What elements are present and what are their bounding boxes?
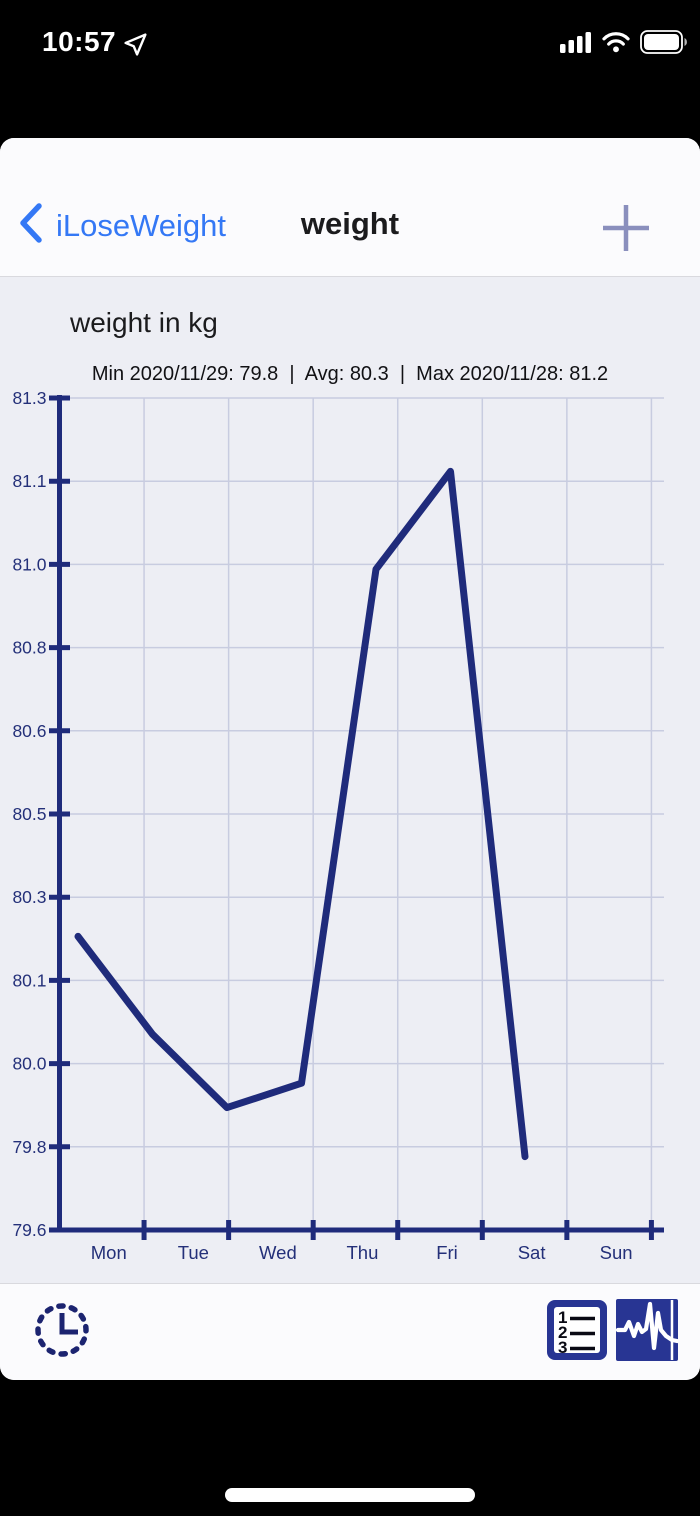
back-button-label: iLoseWeight <box>56 207 227 243</box>
wifi-icon <box>601 31 631 58</box>
numbered-list-button[interactable]: 1 2 3 <box>546 1299 608 1361</box>
y-tick-label: 80.8 <box>12 638 46 658</box>
y-tick-label: 81.0 <box>12 554 46 574</box>
x-day-label: Sun <box>600 1242 633 1263</box>
home-indicator[interactable] <box>225 1488 475 1502</box>
page-title: weight <box>300 206 400 241</box>
y-tick-label: 81.3 <box>12 388 46 408</box>
chart-title: weight in kg <box>70 307 218 338</box>
y-tick-label: 80.1 <box>12 970 46 990</box>
x-day-label: Sat <box>518 1242 546 1263</box>
x-day-label: Fri <box>436 1242 458 1263</box>
navigation-bar: iLoseWeight weight <box>0 138 700 277</box>
pulse-chart-button[interactable] <box>615 1299 680 1361</box>
y-tick-label: 80.0 <box>12 1054 46 1074</box>
y-tick-label: 81.1 <box>12 471 46 491</box>
add-entry-button[interactable] <box>600 202 652 254</box>
back-button[interactable]: iLoseWeight <box>18 202 226 249</box>
weight-line <box>74 467 529 1161</box>
pulse-chart-icon <box>615 1299 680 1361</box>
weight-chart-svg: 81.3 81.1 81.0 80.8 80.6 80.5 80.3 80.1 80.0 79.8… <box>12 388 664 1263</box>
chevron-left-icon <box>18 202 44 249</box>
cellular-signal-icon <box>560 31 592 59</box>
history-clock-button[interactable] <box>31 1299 93 1361</box>
x-day-label: Wed <box>259 1242 297 1263</box>
clock-icon <box>35 1303 89 1357</box>
clock-time: 10:57 <box>42 26 117 57</box>
plus-icon <box>603 205 649 251</box>
numbered-list-icon: 1 2 3 <box>547 1300 607 1360</box>
chart-panel: weight in kg Min 2020/11/29: 79.8 | Avg:… <box>0 277 700 1283</box>
chart-stats-line: Min 2020/11/29: 79.8 | Avg: 80.3 | Max 2… <box>91 363 609 385</box>
app-window: iLoseWeight weight weight in kg Min 2020… <box>0 138 700 1380</box>
bottom-toolbar: 1 2 3 <box>0 1283 700 1380</box>
x-day-label: Mon <box>91 1242 127 1263</box>
location-arrow-icon <box>122 31 149 63</box>
svg-text:2: 2 <box>558 1323 567 1342</box>
y-tick-label: 80.6 <box>12 721 46 741</box>
x-day-label: Tue <box>178 1242 209 1263</box>
x-day-label: Thu <box>347 1242 379 1263</box>
status-bar: 10:57 <box>0 0 700 138</box>
y-tick-label: 79.8 <box>12 1137 46 1157</box>
svg-text:3: 3 <box>558 1338 567 1357</box>
battery-icon <box>640 30 688 59</box>
y-tick-label: 80.3 <box>12 887 46 907</box>
y-tick-label: 80.5 <box>12 804 46 824</box>
svg-text:1: 1 <box>558 1308 567 1327</box>
y-tick-label: 79.6 <box>12 1220 46 1240</box>
